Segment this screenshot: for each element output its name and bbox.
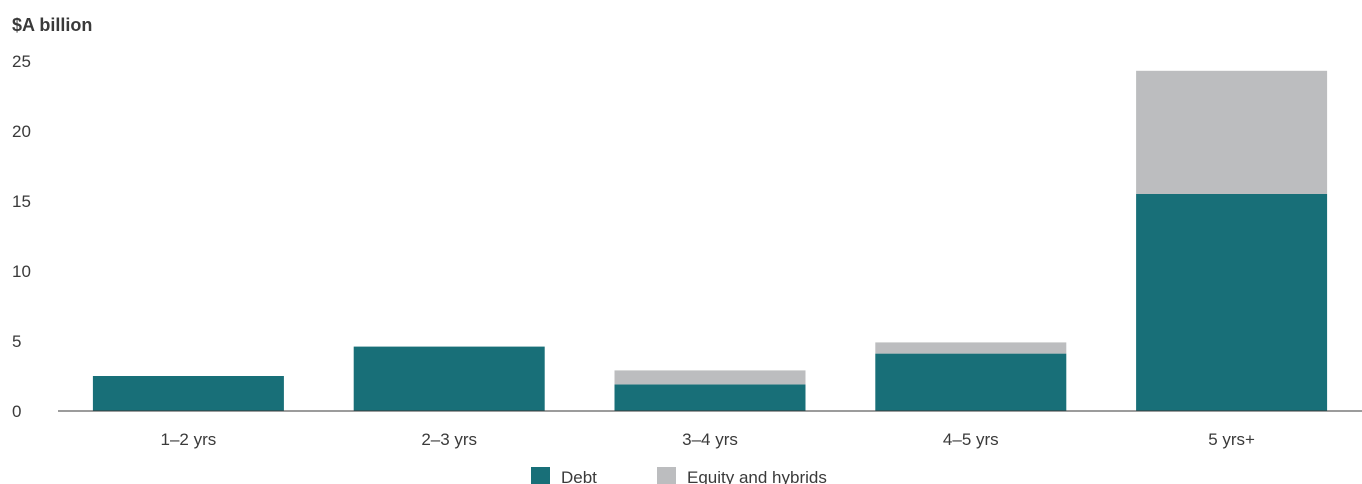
y-tick-label: 15	[12, 192, 31, 211]
bar-debt	[1136, 194, 1328, 411]
bar-debt	[875, 353, 1067, 411]
legend-label: Debt	[561, 468, 597, 484]
y-axis-ticks: 0 5 10 15 20 25	[12, 52, 31, 421]
bars	[92, 70, 1328, 411]
x-tick-label: 5 yrs+	[1208, 430, 1255, 449]
y-tick-label: 25	[12, 52, 31, 71]
y-tick-label: 5	[12, 332, 21, 351]
legend-swatch	[657, 467, 676, 484]
x-tick-label: 4–5 yrs	[943, 430, 999, 449]
bar-debt	[353, 346, 545, 411]
bar-debt	[92, 376, 284, 411]
bar-equity-hybrids	[614, 370, 806, 385]
y-axis-unit-label: $A billion	[12, 15, 92, 35]
x-axis-ticks: 1–2 yrs 2–3 yrs 3–4 yrs 4–5 yrs 5 yrs+	[161, 430, 1256, 449]
bar-equity-hybrids	[1136, 70, 1328, 194]
legend: Debt Equity and hybrids	[531, 467, 827, 484]
y-tick-label: 0	[12, 402, 21, 421]
bar-equity-hybrids	[875, 342, 1067, 354]
y-tick-label: 10	[12, 262, 31, 281]
x-tick-label: 2–3 yrs	[421, 430, 477, 449]
legend-swatch	[531, 467, 550, 484]
legend-label: Equity and hybrids	[687, 468, 827, 484]
bar-debt	[614, 384, 806, 411]
x-tick-label: 1–2 yrs	[161, 430, 217, 449]
x-tick-label: 3–4 yrs	[682, 430, 738, 449]
y-tick-label: 20	[12, 122, 31, 141]
